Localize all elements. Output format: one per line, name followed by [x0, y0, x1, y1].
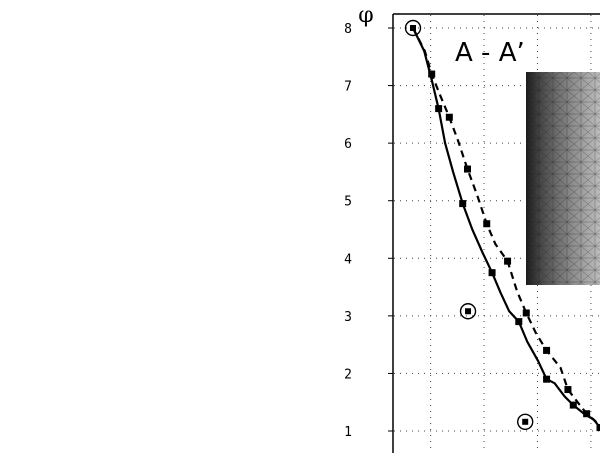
series-point-solid: [435, 105, 443, 113]
series-point-solid: [515, 318, 523, 326]
series-point-solid: [569, 401, 577, 409]
y-tick-label: 5: [344, 195, 352, 210]
y-tick-label: 1: [344, 425, 352, 440]
y-tick-label: 8: [344, 22, 352, 37]
section-label: A - A’: [455, 38, 525, 68]
axes: φ: [358, 3, 600, 453]
series-point-dashed: [522, 309, 530, 317]
series-point-solid: [488, 269, 496, 277]
y-tick-label: 4: [344, 252, 352, 267]
series-point-dashed: [445, 113, 453, 121]
circle-marker: [459, 303, 477, 320]
y-ticks: 1 2 3 4 5 6 7 8: [344, 22, 393, 440]
inset-mesh-image: [526, 72, 600, 285]
circle-marker: [404, 19, 422, 37]
series-point-dashed: [463, 165, 471, 173]
series-point-solid: [543, 375, 551, 383]
circle-marker-point: [522, 418, 529, 425]
series-point-dashed: [483, 220, 491, 228]
series-point-dashed: [504, 257, 512, 265]
grid: [394, 15, 600, 453]
circle-markers: [404, 19, 534, 430]
y-tick-label: 3: [344, 310, 352, 325]
series-line-solid: [412, 27, 600, 429]
y-axis-label: φ: [358, 3, 373, 28]
series-point-dashed: [564, 386, 572, 394]
series-line-dashed: [412, 27, 600, 427]
y-tick-label: 2: [344, 367, 352, 382]
circle-marker: [517, 413, 534, 430]
series-point-solid: [596, 424, 600, 432]
series-point-dashed: [543, 346, 551, 354]
circle-marker-point: [410, 25, 416, 31]
series-point-solid: [459, 200, 467, 208]
series: [412, 27, 600, 432]
y-tick-label: 6: [344, 137, 352, 152]
series-point-dashed: [583, 410, 591, 418]
circle-marker-point: [465, 308, 472, 315]
y-tick-label: 7: [344, 80, 352, 95]
series-point-dashed: [428, 70, 436, 78]
